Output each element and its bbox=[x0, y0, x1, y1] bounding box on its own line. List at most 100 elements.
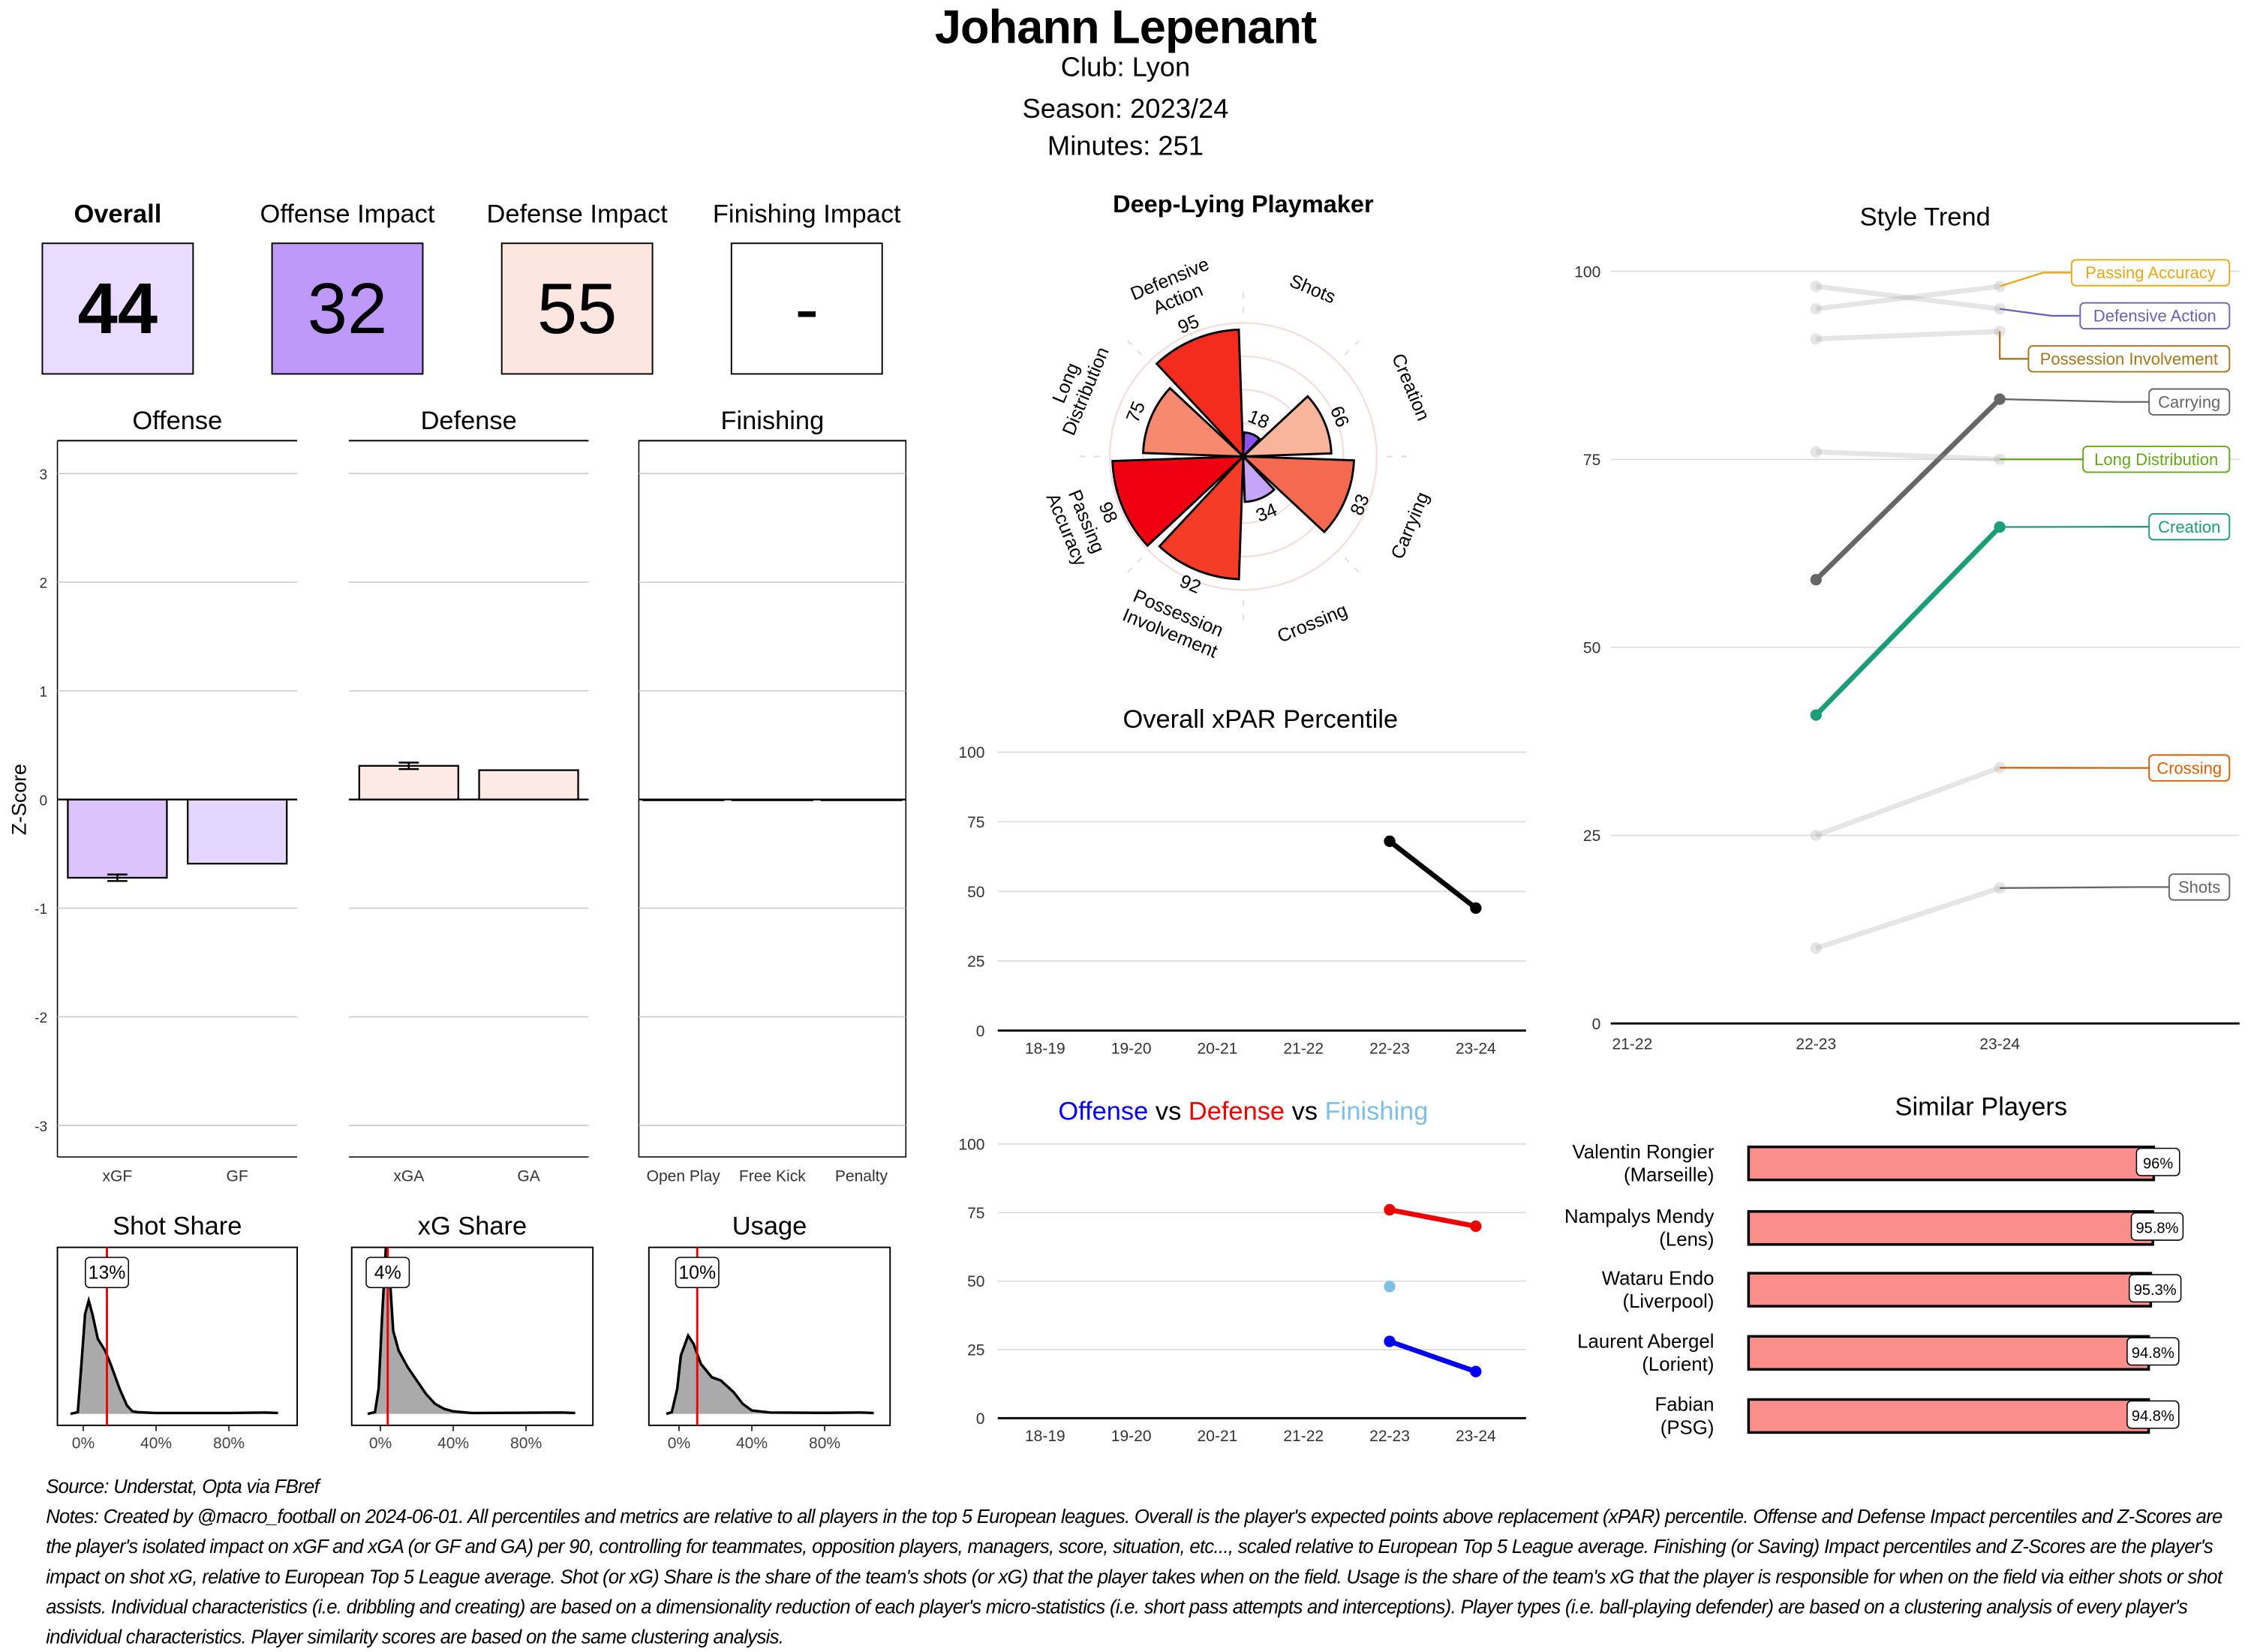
radar-label-line: Crossing bbox=[1274, 599, 1350, 647]
x-tick-label: 22-23 bbox=[1369, 1428, 1410, 1445]
x-tick-label: 40% bbox=[437, 1434, 469, 1452]
trend-label-passing-accuracy: Passing Accuracy bbox=[2085, 263, 2216, 282]
trend-label-connector bbox=[2000, 399, 2149, 402]
x-tick-label: 21-22 bbox=[1283, 1428, 1324, 1445]
line-chart-title: Overall xPAR Percentile bbox=[1123, 705, 1399, 734]
name-line: Nampalys Mendy bbox=[1564, 1206, 1714, 1227]
radar-category-label: Carrying bbox=[1387, 489, 1433, 563]
x-tick-label: 23-24 bbox=[1456, 1428, 1496, 1445]
y-tick-label: 50 bbox=[967, 884, 984, 901]
radar-value-label: 83 bbox=[1346, 491, 1373, 518]
y-tick-label: 75 bbox=[967, 1205, 984, 1222]
radar-spoke bbox=[1345, 558, 1360, 573]
series-line-overall bbox=[1390, 841, 1476, 908]
trend-label-connector bbox=[2000, 309, 2080, 316]
y-tick-label: 3 bbox=[39, 467, 47, 483]
similar-player-name: Laurent Abergel(Lorient) bbox=[1577, 1332, 1714, 1376]
y-tick-label: 50 bbox=[1583, 640, 1600, 657]
x-tick-label: Free Kick bbox=[739, 1168, 806, 1185]
x-tick-label: 23-24 bbox=[1456, 1040, 1496, 1057]
name-line: Fabian bbox=[1655, 1395, 1715, 1416]
series-line-offense bbox=[1390, 1341, 1476, 1371]
similarity-bar bbox=[1748, 1399, 2148, 1432]
y-tick-label: 0 bbox=[976, 1410, 985, 1428]
radar-spoke bbox=[1126, 340, 1141, 355]
trend-point-creation bbox=[1811, 709, 1822, 720]
x-tick-label: 18-19 bbox=[1025, 1428, 1065, 1445]
x-tick-label: 40% bbox=[140, 1434, 172, 1452]
trend-line-crossing bbox=[1816, 767, 2000, 835]
source-note: Source: Understat, Opta via FBref bbox=[46, 1471, 2235, 1501]
radar-category-label: Shots bbox=[1287, 270, 1339, 308]
x-tick-label: 80% bbox=[809, 1434, 840, 1452]
trend-label-crossing: Crossing bbox=[2156, 758, 2222, 777]
y-tick-label: 0 bbox=[976, 1023, 985, 1040]
panel-title-defense: Defense bbox=[421, 407, 517, 435]
trend-point-long-distribution bbox=[1811, 446, 1822, 458]
data-point-offense bbox=[1470, 1366, 1481, 1377]
x-tick-label: 0% bbox=[668, 1434, 690, 1452]
methodology-notes: Notes: Created by @macro_football on 202… bbox=[46, 1501, 2235, 1652]
x-tick-label: GF bbox=[227, 1168, 248, 1185]
radar-value-label: 95 bbox=[1175, 311, 1202, 338]
y-tick-label: 25 bbox=[967, 1342, 984, 1359]
y-tick-label: -1 bbox=[35, 902, 47, 918]
similarity-bar bbox=[1748, 1147, 2153, 1180]
x-tick-label: 23-24 bbox=[1979, 1036, 2020, 1053]
trend-point-crossing bbox=[1811, 830, 1822, 841]
radar-category-label: Creation bbox=[1387, 350, 1434, 424]
y-tick-label: 75 bbox=[967, 814, 984, 831]
y-tick-label: 25 bbox=[967, 954, 984, 971]
x-tick-label: 0% bbox=[72, 1434, 95, 1452]
similarity-label: 94.8% bbox=[2132, 1408, 2174, 1425]
name-line: (Marseille) bbox=[1624, 1165, 1714, 1186]
title-part-offense: Offense bbox=[1058, 1097, 1156, 1125]
y-tick-label: 25 bbox=[1583, 828, 1600, 845]
density-title: Shot Share bbox=[113, 1212, 242, 1240]
name-line: (Lorient) bbox=[1642, 1354, 1714, 1375]
trend-point-shots bbox=[1811, 942, 1822, 954]
title-part-vs: vs bbox=[1156, 1097, 1189, 1125]
trend-label-shots: Shots bbox=[2178, 878, 2220, 897]
density-title: Usage bbox=[732, 1212, 807, 1240]
trend-label-long-distribution: Long Distribution bbox=[2094, 450, 2218, 469]
trend-label-defensive-action: Defensive Action bbox=[2093, 307, 2216, 326]
similar-player-name: Valentin Rongier(Marseille) bbox=[1573, 1142, 1715, 1186]
density-area bbox=[71, 1301, 278, 1414]
similarity-bar bbox=[1748, 1212, 2153, 1245]
name-line: Valentin Rongier bbox=[1573, 1142, 1715, 1163]
data-point-finishing bbox=[1384, 1281, 1395, 1292]
radar-title: Deep-Lying Playmaker bbox=[1113, 191, 1374, 218]
y-tick-label: -2 bbox=[35, 1011, 47, 1026]
radar-category-label: Crossing bbox=[1274, 599, 1350, 647]
radar-value-label: 75 bbox=[1122, 398, 1150, 425]
x-tick-label: Penalty bbox=[835, 1168, 888, 1185]
player-value-label: 13% bbox=[89, 1263, 126, 1284]
similarity-bar bbox=[1748, 1273, 2150, 1306]
similar-player-name: Nampalys Mendy(Lens) bbox=[1564, 1206, 1714, 1251]
trend-point-carrying bbox=[1811, 574, 1822, 585]
y-axis-label: Z-Score bbox=[8, 764, 30, 835]
title-part-vs: vs bbox=[1292, 1097, 1325, 1125]
y-tick-label: 100 bbox=[1574, 263, 1600, 281]
bar-gf bbox=[188, 800, 287, 864]
footer: Source: Understat, Opta via FBref Notes:… bbox=[46, 1471, 2235, 1652]
y-tick-label: 100 bbox=[958, 1137, 984, 1154]
radar-category-label: PossessionInvolvement bbox=[1119, 584, 1229, 662]
y-tick-label: 50 bbox=[967, 1273, 984, 1290]
radar-label-line: Carrying bbox=[1387, 489, 1433, 563]
data-point-overall bbox=[1384, 836, 1395, 847]
x-tick-label: 20-21 bbox=[1198, 1428, 1238, 1445]
x-tick-label: 80% bbox=[510, 1434, 542, 1452]
y-tick-label: 0 bbox=[1592, 1016, 1601, 1033]
x-tick-label: xGF bbox=[103, 1168, 133, 1185]
trend-label-connector bbox=[2000, 273, 2072, 287]
trend-label-possession-involvement: Possession Involvement bbox=[2040, 350, 2218, 368]
trend-point-possession-involvement bbox=[1811, 333, 1822, 344]
bar-xgf bbox=[68, 800, 167, 878]
x-tick-label: 22-23 bbox=[1369, 1040, 1410, 1057]
y-tick-label: 75 bbox=[1583, 452, 1600, 469]
x-tick-label: 19-20 bbox=[1111, 1428, 1152, 1445]
trend-label-creation: Creation bbox=[2158, 518, 2220, 536]
